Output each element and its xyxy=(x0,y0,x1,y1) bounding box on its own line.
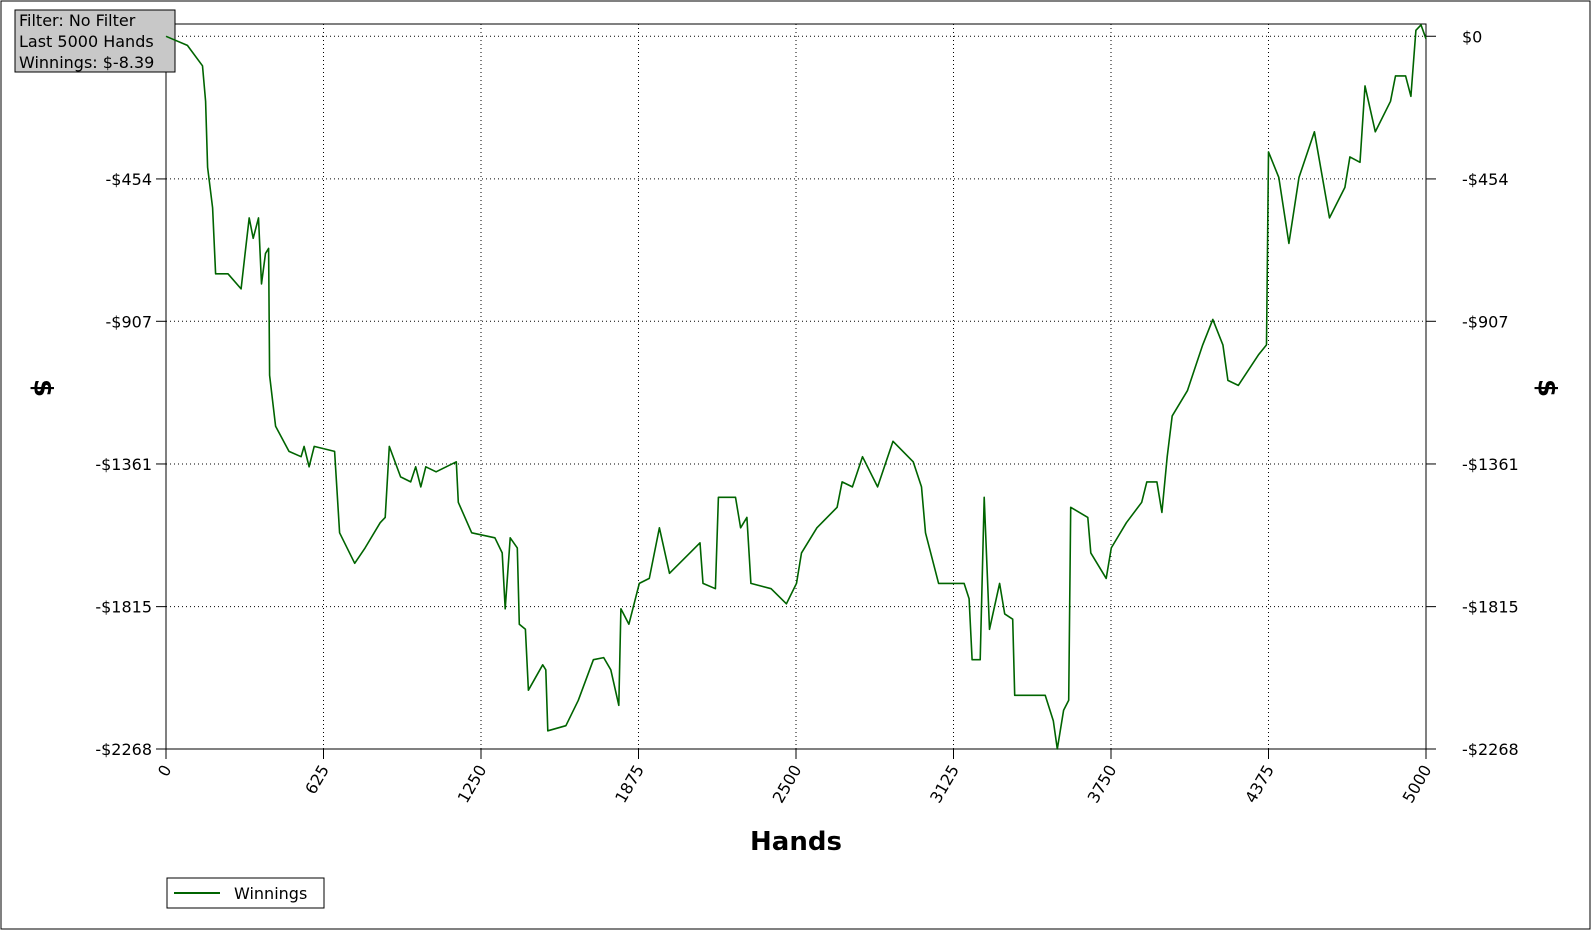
y2-tick-label: -$2268 xyxy=(1462,740,1519,759)
info-line: Filter: No Filter xyxy=(19,11,136,30)
y2-tick-label: -$907 xyxy=(1462,312,1509,331)
y-tick-label: -$1361 xyxy=(95,455,152,474)
y2-axis-title: $ xyxy=(1532,379,1562,397)
info-line: Last 5000 Hands xyxy=(19,32,154,51)
x-axis-title: Hands xyxy=(750,827,842,857)
info-line: Winnings: $-8.39 xyxy=(19,53,154,72)
y-axis-title: $ xyxy=(28,379,58,397)
legend-label: Winnings xyxy=(234,884,307,903)
y-tick-label: -$454 xyxy=(106,170,153,189)
y2-tick-label: $0 xyxy=(1462,27,1482,46)
legend: Winnings xyxy=(166,877,325,909)
y2-tick-label: -$454 xyxy=(1462,170,1509,189)
y-tick-label: -$1815 xyxy=(95,598,152,617)
y-tick-label: -$2268 xyxy=(95,740,152,759)
y2-tick-label: -$1361 xyxy=(1462,455,1519,474)
y2-tick-label: -$1815 xyxy=(1462,598,1519,617)
info-background xyxy=(14,9,176,73)
data-line xyxy=(165,24,1427,750)
y-tick-label: -$907 xyxy=(106,312,153,331)
info-box: Filter: No Filter Last 5000 Hands Winnin… xyxy=(14,9,176,73)
